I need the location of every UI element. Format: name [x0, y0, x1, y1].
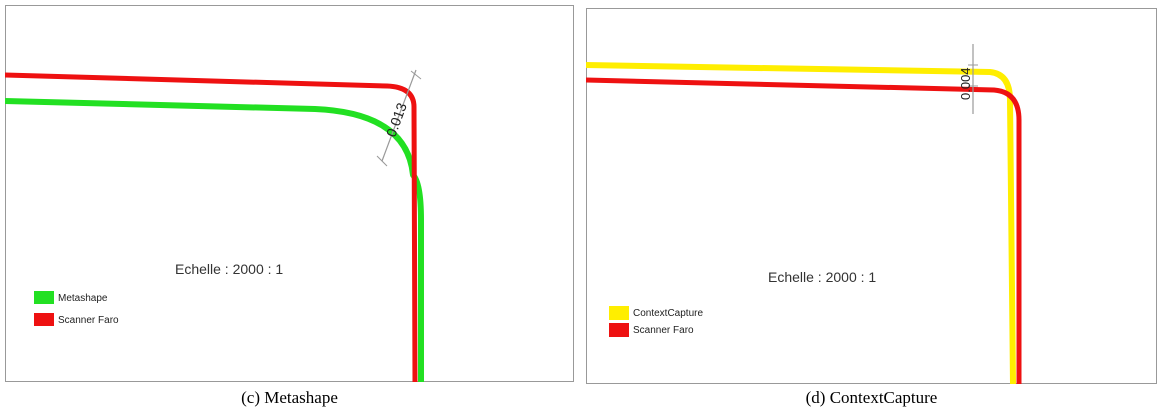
legend-swatch-scanner-faro [609, 323, 629, 337]
panel-metashape: 0.013 Echelle : 2000 : 1 Metashape Scann… [5, 5, 574, 382]
legend-swatch-contextcapture [609, 306, 629, 320]
legend-label-contextcapture: ContextCapture [633, 308, 703, 319]
dimension-tick [376, 155, 388, 167]
legend-label-scanner-faro: Scanner Faro [633, 325, 694, 336]
legend-swatch-scanner-faro [34, 313, 54, 326]
panel-contextcapture: 0.004 Echelle : 2000 : 1 ContextCapture … [586, 8, 1157, 384]
legend-swatch-metashape [34, 291, 54, 304]
legend-label-scanner-faro: Scanner Faro [58, 315, 119, 326]
panel-frame [5, 5, 574, 382]
metashape-line [5, 98, 424, 382]
caption-metashape: (c) Metashape [241, 388, 338, 407]
dimension-label: 0.004 [958, 67, 973, 100]
scanner-faro-line [586, 77, 1022, 384]
contextcapture-line [586, 62, 1016, 384]
caption-contextcapture: (d) ContextCapture [805, 388, 938, 407]
dimension-tick [410, 70, 422, 80]
scale-label: Echelle : 2000 : 1 [175, 261, 283, 277]
dimension-line [381, 69, 417, 162]
legend-label-metashape: Metashape [58, 293, 108, 304]
scale-label: Echelle : 2000 : 1 [768, 269, 876, 285]
